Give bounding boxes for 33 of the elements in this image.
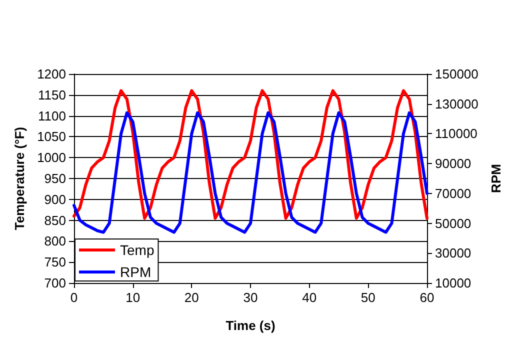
y-tick-label: 1150 — [38, 87, 66, 102]
y-tick-label: 950 — [44, 171, 66, 186]
y-tick-label: 1100 — [38, 108, 66, 124]
y-tick-label: 750 — [44, 254, 66, 270]
y2-tick-label: 50000 — [435, 216, 472, 231]
x-tick-label: 20 — [184, 290, 199, 305]
legend-label: RPM — [120, 264, 152, 280]
y-tick-label: 850 — [44, 212, 66, 228]
y2-tick-label: 10000 — [435, 276, 472, 290]
y-tick-label: 1000 — [37, 150, 66, 166]
y2-tick-label: 70000 — [435, 186, 472, 201]
legend-label: Temp — [120, 242, 154, 258]
x-tick-label: 30 — [243, 290, 258, 305]
y-axis-title: Temperature (°F) — [12, 126, 28, 230]
y2-axis-title: RPM — [488, 164, 504, 193]
y-tick-label: 1050 — [37, 129, 66, 144]
y-tick-label: 900 — [44, 192, 66, 207]
x-tick-label: 50 — [360, 290, 376, 305]
y-tick-label: 800 — [44, 234, 66, 249]
x-axis-title: Time (s) — [226, 318, 276, 333]
y2-tick-label: 90000 — [435, 156, 472, 172]
line-series — [72, 111, 428, 234]
y-tick-label: 1200 — [37, 66, 66, 82]
y2-tick-label: 30000 — [435, 246, 472, 261]
y2-tick-label: 110000 — [435, 126, 478, 142]
y2-tick-label: 130000 — [435, 96, 478, 112]
x-tick-label: 10 — [126, 290, 140, 305]
x-tick-label: 40 — [302, 290, 317, 305]
x-tick-label: 0 — [70, 290, 78, 305]
y2-tick-label: 150000 — [435, 66, 478, 82]
x-tick-label: 60 — [420, 290, 434, 305]
line-series — [72, 89, 428, 220]
y-tick-label: 700 — [44, 276, 66, 290]
